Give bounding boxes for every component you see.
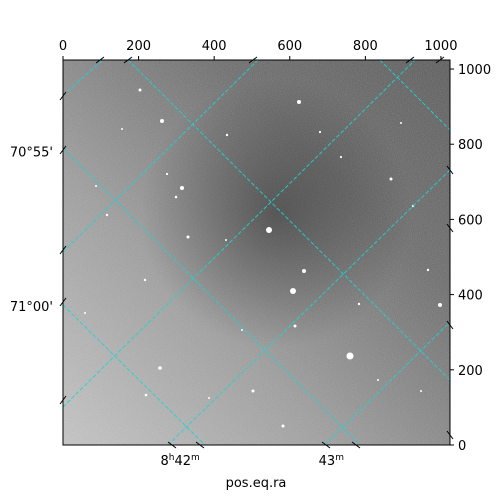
star [251,389,255,393]
star [266,227,272,233]
star [293,324,297,328]
top-tick-label: 600 [277,39,302,54]
top-grid-mark [405,56,415,64]
star [420,390,422,392]
axes: 0 200 400 600 800 1000 0 200 400 600 800 1000 70°55'… [10,39,491,469]
image-frame [62,59,451,446]
bottom-grid-mark [321,441,331,449]
top-tick-label: 800 [353,39,378,54]
star [158,366,162,370]
top-tick-label: 0 [59,39,67,54]
star [297,100,301,104]
grid-line [324,321,450,445]
star [400,122,402,124]
star [84,312,86,314]
star [143,278,147,282]
star [160,119,164,123]
right-grid-mark [446,430,454,440]
grid-line [127,60,450,381]
grid-line [63,60,259,253]
left-grid-mark [59,91,67,101]
top-tick-label: 400 [202,39,227,54]
star [95,185,97,187]
star [357,302,361,306]
star [438,303,442,307]
x-axis-label: pos.eq.ra [226,476,287,491]
right-tick-label: 1000 [458,63,491,78]
right-grid-mark [446,320,454,330]
right-tick-label: 200 [458,364,483,379]
image-area [63,60,450,445]
right-tick-label: 400 [458,289,483,304]
star [241,329,243,331]
top-tick-label: 200 [126,39,151,54]
left-grid-mark [59,245,67,255]
bottom-grid-mark [195,441,205,449]
top-tick-label: 1000 [424,39,457,54]
right-tick-label: 600 [458,213,483,228]
star [426,268,430,272]
star [180,186,184,190]
right-tick-label: 800 [458,138,483,153]
bottom-grid-mark [351,441,361,449]
grid-line [63,147,361,445]
star [346,352,354,360]
left-tick-label: 70°55' [10,146,53,161]
right-tick-label: 0 [458,439,466,454]
grid-line [379,60,450,131]
star [186,235,190,239]
left-grid-mark [59,395,67,405]
coordinate-grid [63,60,450,445]
star [318,130,322,134]
star [302,269,306,273]
bottom-grid-mark [167,441,177,449]
grid-line [63,304,206,445]
bottom-tick-label: 8h42m [160,453,199,469]
star [144,393,148,397]
star [165,172,169,176]
star [174,195,178,199]
left-tick-label: 71°00' [10,300,53,315]
top-grid-mark [123,56,133,64]
grid-line [63,60,416,408]
stars [84,88,442,428]
star [105,213,109,217]
star [281,424,285,428]
star [225,239,227,241]
right-grid-mark [446,165,454,175]
star [121,128,123,130]
right-grid-mark [446,223,454,233]
left-grid-mark [59,145,67,155]
top-grid-mark [95,56,105,64]
star [389,177,393,181]
bottom-tick-label: 43m [319,453,344,469]
star [377,379,379,381]
star [290,288,296,294]
star [138,88,142,92]
left-grid-mark [59,297,67,307]
star [225,133,229,137]
top-grid-mark [248,56,258,64]
grid-line [63,60,104,96]
star [339,155,343,159]
star [208,397,210,399]
top-grid-mark [435,56,445,64]
